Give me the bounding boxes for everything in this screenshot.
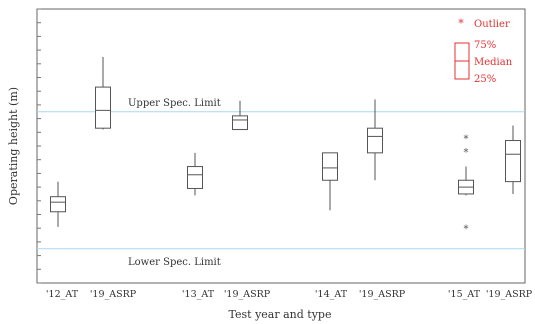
box-3: [187, 152, 203, 196]
x-tick-label: '19_ASRP: [90, 289, 137, 300]
spec-limit-label: Upper Spec. Limit: [128, 98, 221, 109]
legend-outlier-label: Outlier: [474, 19, 510, 30]
x-axis-label: Test year and type: [229, 308, 332, 321]
x-tick-label: '19_ASRP: [486, 289, 533, 300]
spec-limit-lines: Upper Spec. Limit Lower Spec. Limit: [37, 98, 525, 268]
box-iqr: [232, 115, 248, 131]
box-2: [95, 56, 111, 130]
x-tick-label: '19_ASRP: [359, 289, 406, 300]
y-axis-label: Operating height (m): [7, 87, 20, 205]
x-tick-label: '12_AT: [46, 289, 79, 300]
y-axis-ticks: [37, 8, 41, 284]
x-tick-label: '13_AT: [182, 289, 215, 300]
box-iqr: [95, 86, 111, 129]
box-series: * * *: [50, 56, 521, 235]
x-tick-labels: '12_AT '19_ASRP '13_AT '19_ASRP '14_AT '19_AS…: [46, 289, 533, 300]
legend-q3-label: 75%: [474, 40, 496, 51]
box-7: * * *: [458, 134, 474, 235]
box-4: [232, 100, 248, 131]
box-5: [322, 152, 338, 211]
box-6: [367, 99, 383, 181]
legend-median-label: Median: [474, 57, 513, 68]
legend-outlier-symbol: *: [458, 17, 464, 30]
legend: * Outlier 75% Median 25%: [454, 17, 513, 85]
outlier-point: *: [464, 134, 469, 145]
box-iqr: [505, 140, 521, 183]
box-iqr: [50, 196, 66, 213]
x-tick-label: '19_ASRP: [224, 289, 271, 300]
box-8: [505, 125, 521, 194]
plot-frame: [36, 8, 526, 284]
box-iqr: [322, 152, 338, 181]
x-tick-label: '15_AT: [448, 289, 481, 300]
x-tick-label: '14_AT: [315, 289, 348, 300]
outlier-point: *: [464, 147, 469, 158]
box-iqr: [367, 127, 383, 154]
box-iqr: [187, 166, 203, 189]
legend-q1-label: 25%: [474, 74, 496, 85]
box-1: [50, 181, 66, 227]
spec-limit-label: Lower Spec. Limit: [128, 257, 221, 268]
outlier-point: *: [464, 224, 469, 235]
